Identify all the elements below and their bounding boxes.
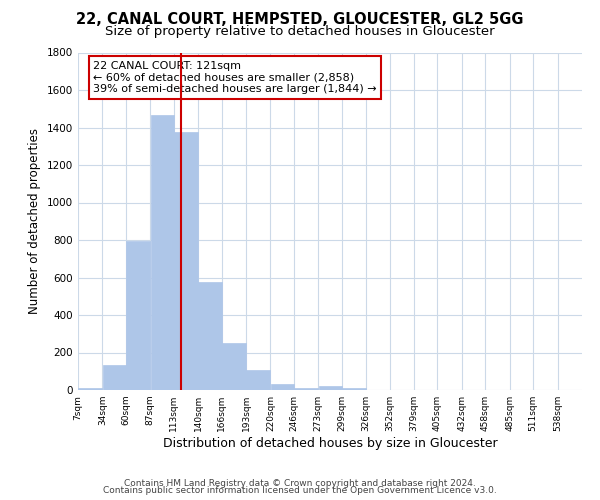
Text: Contains public sector information licensed under the Open Government Licence v3: Contains public sector information licen… [103,486,497,495]
Y-axis label: Number of detached properties: Number of detached properties [28,128,41,314]
Bar [222,343,245,390]
Bar [271,384,295,390]
Bar [126,242,150,390]
Text: Size of property relative to detached houses in Gloucester: Size of property relative to detached ho… [105,25,495,38]
Bar [151,114,174,390]
Text: 22, CANAL COURT, HEMPSTED, GLOUCESTER, GL2 5GG: 22, CANAL COURT, HEMPSTED, GLOUCESTER, G… [76,12,524,28]
Text: 22 CANAL COURT: 121sqm
← 60% of detached houses are smaller (2,858)
39% of semi-: 22 CANAL COURT: 121sqm ← 60% of detached… [93,61,377,94]
X-axis label: Distribution of detached houses by size in Gloucester: Distribution of detached houses by size … [163,437,497,450]
Bar [319,386,342,390]
Bar [342,388,366,390]
Bar [174,132,198,390]
Bar [79,388,102,390]
Bar [199,282,222,390]
Text: Contains HM Land Registry data © Crown copyright and database right 2024.: Contains HM Land Registry data © Crown c… [124,478,476,488]
Bar [247,370,270,390]
Bar [294,388,318,390]
Bar [103,365,127,390]
